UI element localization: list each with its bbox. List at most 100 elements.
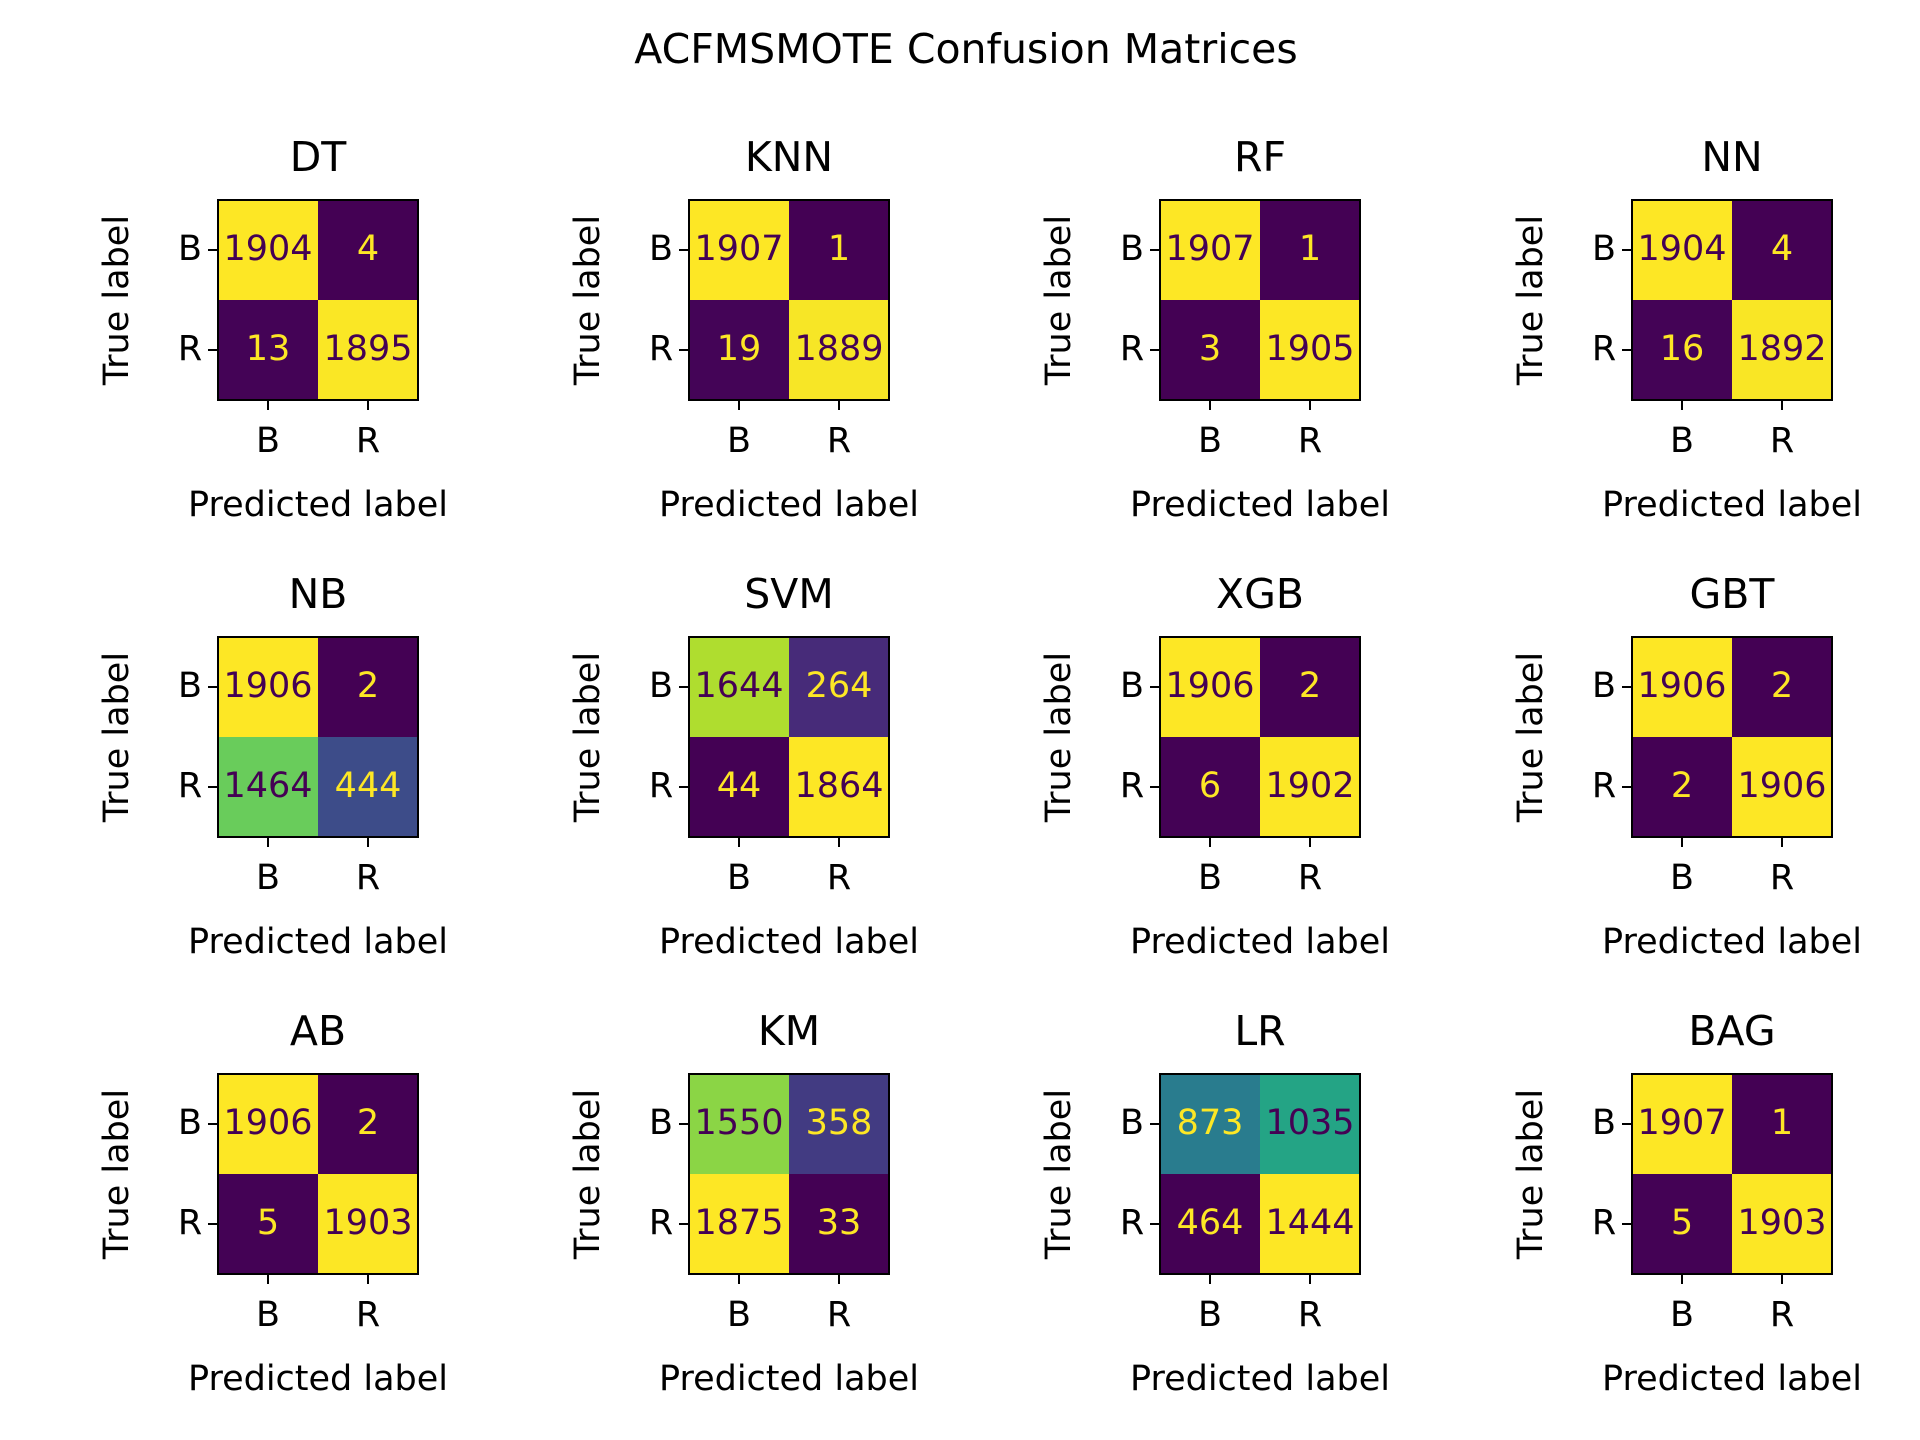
y-tick-label: B: [1120, 666, 1144, 706]
x-axis-label: Predicted label: [659, 1359, 919, 1399]
x-tick-label: R: [1770, 421, 1794, 461]
matrix-bag: 1907 1 5 1903 B R B R BAG Predicted label True lab…: [1511, 1007, 1862, 1399]
panel-title: BAG: [1688, 1007, 1775, 1055]
y-tick-label: B: [178, 1103, 202, 1143]
x-tick-label: B: [1670, 421, 1694, 461]
cell-value: 44: [717, 766, 762, 806]
x-tick-label: R: [1298, 858, 1322, 898]
x-tick-label: R: [1770, 1295, 1794, 1335]
y-tick-label: R: [649, 766, 673, 806]
y-tick-label: R: [1120, 1203, 1144, 1243]
matrix-frame: [688, 1073, 890, 1275]
cell-B-B: [218, 200, 318, 300]
matrix-frame: [1631, 199, 1833, 401]
matrix-km: 1550 358 1875 33 B R B R KM Predicted label True l…: [568, 1007, 919, 1399]
matrix-frame: [217, 1073, 419, 1275]
cell-R-B: [1632, 1174, 1732, 1274]
cell-value: 1644: [694, 666, 783, 706]
matrix-rf: 1907 1 3 1905 B R B R RF Predicted label True labe…: [1039, 133, 1390, 525]
y-axis-label: True label: [1511, 652, 1551, 823]
cell-value: 1035: [1265, 1103, 1354, 1143]
cell-value: 1889: [794, 329, 883, 369]
panel-title: NN: [1701, 133, 1762, 181]
y-tick-label: B: [1120, 1103, 1144, 1143]
cell-B-R: [1732, 1074, 1832, 1174]
cell-B-B: [1632, 637, 1732, 737]
cell-value: 1892: [1737, 329, 1826, 369]
x-tick-label: R: [827, 1295, 851, 1335]
cell-B-B: [1632, 200, 1732, 300]
cell-value: 13: [246, 329, 291, 369]
y-tick-label: R: [178, 1203, 202, 1243]
cell-R-R: [1260, 1174, 1360, 1274]
cell-value: 1904: [223, 229, 312, 269]
cell-value: 1906: [1165, 666, 1254, 706]
cell-value: 5: [257, 1203, 279, 1243]
cell-value: 1906: [223, 1103, 312, 1143]
cell-value: 2: [1671, 766, 1693, 806]
panel-title: AB: [290, 1007, 346, 1055]
x-tick-label: R: [356, 421, 380, 461]
x-axis-label: Predicted label: [1130, 922, 1390, 962]
cell-R-R: [1260, 300, 1360, 400]
y-tick-label: B: [178, 229, 202, 269]
cell-value: 2: [1299, 666, 1321, 706]
cell-R-B: [1160, 1174, 1260, 1274]
y-axis-label: True label: [97, 215, 137, 386]
x-tick-label: B: [256, 1295, 280, 1335]
x-tick-label: R: [827, 421, 851, 461]
cell-B-B: [689, 200, 789, 300]
y-tick-label: B: [649, 1103, 673, 1143]
cell-R-B: [1160, 737, 1260, 837]
cell-R-R: [789, 737, 889, 837]
cell-value: 1904: [1637, 229, 1726, 269]
y-axis-label: True label: [1039, 652, 1079, 823]
cell-R-R: [789, 300, 889, 400]
matrix-gbt: 1906 2 2 1906 B R B R GBT Predicted label True lab…: [1511, 570, 1862, 962]
cell-B-R: [1732, 637, 1832, 737]
panel-title: NB: [289, 570, 348, 618]
cell-value: 16: [1660, 329, 1705, 369]
y-axis-label: True label: [1511, 215, 1551, 386]
cell-value: 5: [1671, 1203, 1693, 1243]
matrix-frame: [688, 636, 890, 838]
matrix-frame: [1159, 199, 1361, 401]
panel-title: KNN: [745, 133, 833, 181]
y-axis-label: True label: [568, 1089, 608, 1260]
cell-B-R: [1260, 200, 1360, 300]
x-tick-label: B: [256, 421, 280, 461]
cell-value: 1444: [1265, 1203, 1354, 1243]
x-tick-label: R: [1298, 1295, 1322, 1335]
cell-value: 1906: [1737, 766, 1826, 806]
x-axis-label: Predicted label: [1130, 1359, 1390, 1399]
cell-value: 2: [357, 1103, 379, 1143]
cell-value: 1875: [694, 1203, 783, 1243]
panel-title: GBT: [1690, 570, 1776, 618]
cell-B-R: [318, 1074, 418, 1174]
x-axis-label: Predicted label: [188, 922, 448, 962]
cell-R-R: [318, 300, 418, 400]
cell-value: 1: [1299, 229, 1321, 269]
panel-title: KM: [758, 1007, 820, 1055]
cell-R-B: [218, 737, 318, 837]
matrix-dt: 1904 4 13 1895 B R B R DT Predicted label True lab…: [97, 133, 448, 525]
panel-title: SVM: [744, 570, 833, 618]
cell-R-B: [689, 737, 789, 837]
cell-value: 6: [1199, 766, 1221, 806]
matrix-frame: [1631, 1073, 1833, 1275]
cell-value: 1464: [223, 766, 312, 806]
x-axis-label: Predicted label: [188, 1359, 448, 1399]
cell-B-B: [1160, 637, 1260, 737]
matrix-frame: [1159, 636, 1361, 838]
cell-R-B: [1632, 737, 1732, 837]
matrix-frame: [1631, 636, 1833, 838]
cell-R-R: [318, 737, 418, 837]
cell-R-B: [1160, 300, 1260, 400]
panel-title: RF: [1234, 133, 1286, 181]
cell-B-R: [789, 637, 889, 737]
cell-R-R: [1732, 1174, 1832, 1274]
x-tick-label: R: [1298, 421, 1322, 461]
x-axis-label: Predicted label: [1602, 922, 1862, 962]
